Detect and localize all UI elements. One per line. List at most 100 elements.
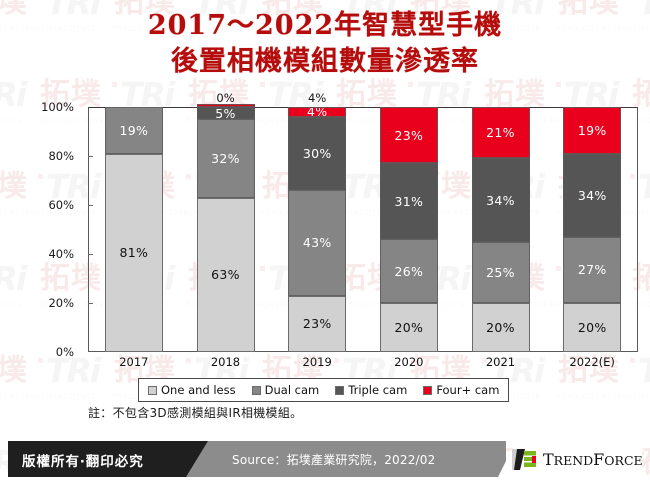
source-text: Source：拓墣產業研究院，2022/02 [232,453,436,467]
legend-label: One and less [161,383,236,397]
watermark-dot [112,82,117,87]
bar-segment-dual-cam[interactable]: 27% [563,236,622,303]
bar-segment-one-and-less[interactable]: 63% [196,197,255,352]
logo-t: T [543,449,554,469]
legend-item[interactable]: Four+ cam [423,383,499,397]
bar-segment-triple-cam[interactable]: 34% [471,158,530,242]
bar-segment-one-and-less[interactable]: 23% [288,295,347,352]
trendforce-logo-text: TRENDFORCE [543,450,643,469]
y-axis-tick-label: 80% [48,149,74,163]
watermark-dot [260,82,265,87]
watermark-dot [408,82,413,87]
y-axis-tick-label: 0% [55,345,74,359]
bar-segment-label: 23% [302,316,332,332]
bar-column[interactable]: 20% 25% 34% 21% [471,107,530,352]
bar-column[interactable]: 20% 27% 34% 19% [563,107,622,352]
bar-segment-label: 27% [577,262,607,278]
plot-area [88,107,638,352]
bar-segment-label: 25% [486,264,515,280]
bar-segment-dual-cam[interactable]: 32% [196,119,255,198]
bar-segment-dual-cam[interactable]: 43% [288,190,347,296]
x-axis-tick-label: 2020 [394,355,424,369]
bar-segment-label: 81% [119,245,149,261]
y-axis-labels: 0% 20% 40% 60% 80% 100% [0,95,82,365]
bar-segment-label: 26% [394,263,424,279]
chart-container: 0% 20% 40% 60% 80% 100% 81% 19% 63% 32% 5% 23% 43% 3… [0,91,650,385]
chart-title-line-2: 後置相機模組數量滲透率 [171,46,479,77]
y-axis-tick-mark [88,205,93,206]
x-axis-tick-label: 2018 [210,355,241,369]
bar-segment-four-cam[interactable]: 19% [563,107,622,154]
bar-segment-label: 20% [486,320,515,335]
bar-segment-label: 23% [394,127,424,143]
bar-segment-four-cam[interactable]: 4% [288,107,347,117]
x-axis-tick-label: 2017 [119,355,149,369]
bar-segment-triple-cam[interactable]: 31% [379,163,438,240]
bar-segment-label: 20% [394,320,424,335]
bar-segment-one-and-less[interactable]: 81% [104,153,163,352]
legend-label: Four+ cam [436,383,500,397]
bar-segment-label: 19% [577,122,607,138]
legend-swatch [251,385,261,395]
y-axis-tick-mark [88,254,93,255]
bar-segment-label: 20% [577,320,607,335]
bar-segment-one-and-less[interactable]: 20% [379,303,438,352]
bar-column[interactable]: 63% 32% 5% [196,104,255,352]
bar-segment-label: 32% [211,150,240,166]
chart-title-line-1: 2017～2022年智慧型手機 [147,10,503,41]
chart-note: 註：不包含3D感測模組與IR相機模組。 [88,406,303,420]
bar-segment-label: 30% [302,146,332,162]
bar-segment-label: 31% [394,193,424,209]
bar-segment-triple-cam[interactable]: 34% [563,153,622,237]
logo-f: F [593,449,605,469]
legend-item[interactable]: Dual cam [251,383,320,397]
copyright-text: 版權所有‧翻印必究 [22,454,144,470]
y-axis-tick-label: 60% [48,198,74,212]
x-axis-tick-label: 2019 [302,355,332,369]
x-axis-tick-label: 2021 [485,355,516,369]
chart-legend: One and less Dual cam Triple cam Four+ cam [138,378,510,402]
bar-segment-label: 19% [119,122,149,138]
watermark-subtitle: TOPOLOGY RESEARCH INSTITUTE [556,393,650,401]
legend-swatch [148,385,157,395]
x-axis-labels: 2017 2018 2019 2020 2021 2022(E) [88,355,638,375]
bar-segment-dual-cam[interactable]: 19% [104,107,163,154]
bar-segment-label: 21% [486,125,515,141]
bar-segment-triple-cam[interactable]: 5% [196,107,255,120]
bar-segment-label: 43% [302,235,332,251]
bar-column[interactable]: 23% 43% 30% 4% [288,107,347,352]
bar-outside-label: 4% [308,91,327,105]
bar-segment-label: 4% [306,107,328,117]
y-axis-tick-mark [88,156,93,157]
bar-segment-four-plus-cam[interactable] [196,104,255,107]
bar-column[interactable]: 81% 19% [104,107,163,352]
x-axis-tick-label: 2022(E) [569,355,615,369]
logo-orce: ORCE [604,452,643,468]
legend-item[interactable]: One and less [148,383,236,397]
bar-segment-four-cam[interactable]: 21% [471,107,530,159]
chart-title: 2017～2022年智慧型手機 後置相機模組數量滲透率 [0,8,650,80]
y-axis-tick-label: 40% [48,247,74,261]
trendforce-logo-mark [512,448,538,470]
logo-rend: REND [553,452,594,468]
legend-label: Triple cam [348,383,408,397]
watermark-subtitle: TOPOLOGY RESEARCH INSTITUTE [0,393,97,401]
y-axis-tick-mark [88,303,93,304]
bar-column[interactable]: 20% 26% 31% 23% [379,107,438,352]
y-axis-tick-label: 20% [48,296,74,310]
bar-segment-label: 34% [486,192,515,208]
bar-segment-label: 5% [215,107,236,120]
legend-item[interactable]: Triple cam [335,383,407,397]
bar-segment-one-and-less[interactable]: 20% [471,303,530,352]
bar-segment-four-cam[interactable]: 23% [379,107,438,164]
bar-segment-dual-cam[interactable]: 26% [379,239,438,303]
footer-source-block [186,441,506,477]
bar-segment-label: 63% [211,267,240,283]
bar-series-group: 81% 19% 63% 32% 5% 23% 43% 30% 4% 20% 26% 31% 23% 20%… [88,104,638,352]
legend-label: Dual cam [264,383,320,397]
bar-segment-dual-cam[interactable]: 25% [471,241,530,303]
bar-segment-triple-cam[interactable]: 30% [288,116,347,191]
bar-segment-one-and-less[interactable]: 20% [563,303,622,352]
footer-bar: 版權所有‧翻印必究 Source：拓墣產業研究院，2022/02 TRENDFO… [0,441,650,477]
bar-segment-label: 34% [577,187,607,203]
